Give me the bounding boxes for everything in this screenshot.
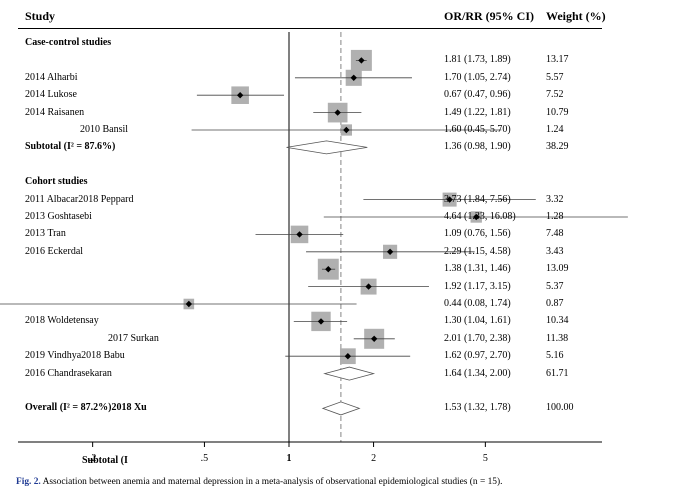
study-label: 2011 Albacar2018 Peppard <box>25 193 134 205</box>
weight-text: 11.38 <box>546 332 569 344</box>
study-label: 2014 Raisanen <box>25 106 85 118</box>
ci-text: 1.53 (1.32, 1.78) <box>444 402 511 414</box>
weight-text: 5.37 <box>546 280 564 292</box>
study-point <box>334 109 341 116</box>
weight-text: 10.79 <box>546 106 569 118</box>
figure-caption: Fig. 2. Association between anemia and m… <box>16 476 502 488</box>
subtotal-diamond <box>286 140 368 155</box>
study-label: 2014 Lukose <box>25 89 77 101</box>
x-tick-label: 2 <box>371 453 377 464</box>
study-label: 2013 Goshtasebi <box>25 211 92 222</box>
study-label: 2016 Chandrasekaran <box>25 367 112 379</box>
caption-text: Association between anemia and maternal … <box>40 477 503 487</box>
weight-text: 61.71 <box>546 367 569 379</box>
weight-text: 5.57 <box>546 71 564 83</box>
study-point <box>296 231 303 238</box>
ci-text: 4.64 (1.33, 16.08) <box>444 211 516 222</box>
weight-text: 100.00 <box>546 402 574 414</box>
weight-text: 3.32 <box>546 193 564 205</box>
x-tick-label: .5 <box>200 453 209 464</box>
study-point <box>317 318 325 325</box>
ci-text: 1.49 (1.22, 1.81) <box>444 106 511 118</box>
weight-text: 10.34 <box>546 315 569 327</box>
weight-text: 5.16 <box>546 350 564 362</box>
ci-text: 1.30 (1.04, 1.61) <box>444 315 511 327</box>
study-point <box>446 196 453 203</box>
ci-text: 0.67 (0.47, 0.96) <box>444 89 511 101</box>
weight-text: 0.87 <box>546 298 564 309</box>
study-label: 2019 Vindhya2018 Babu <box>25 350 125 362</box>
study-point <box>344 353 352 360</box>
header-study: Study <box>25 9 56 23</box>
study-label: 2013 Tran <box>25 228 66 240</box>
study-label: 2014 Alharbi <box>25 71 78 83</box>
study-label: Subtotal (I² = 87.6%) <box>25 141 116 153</box>
ci-text: 2.01 (1.70, 2.38) <box>444 332 511 344</box>
weight-text: 7.48 <box>546 228 564 240</box>
ci-text: 1.38 (1.31, 1.46) <box>444 263 511 275</box>
ci-text: 1.70 (1.05, 2.74) <box>444 71 511 83</box>
header-weight: Weight (%) <box>546 9 606 23</box>
ci-text: 1.36 (0.98, 1.90) <box>444 141 511 153</box>
study-point <box>236 92 244 99</box>
row-label: Subtotal (I <box>82 454 128 466</box>
weight-text: 1.28 <box>546 211 564 222</box>
study-label: 2010 Bansil <box>80 124 129 135</box>
group-label: Cohort studies <box>25 176 88 188</box>
ci-text: 1.62 (0.97, 2.70) <box>444 350 511 362</box>
weight-text: 13.09 <box>546 263 569 275</box>
x-tick-label: 5 <box>482 453 488 464</box>
weight-text: 1.24 <box>546 124 564 135</box>
ci-text: 1.81 (1.73, 1.89) <box>444 54 511 66</box>
x-tick-label: .2 <box>88 453 97 464</box>
ci-text: 3.73 (1.84, 7.56) <box>444 193 511 205</box>
study-label: 2017 Surkan <box>108 332 159 344</box>
study-point <box>473 213 480 221</box>
ci-text: 1.09 (0.76, 1.56) <box>444 228 511 240</box>
ci-text: 0.44 (0.08, 1.74) <box>444 298 511 309</box>
study-label: Overall (I² = 87.2%)2018 Xu <box>25 402 147 414</box>
header-estimate: OR/RR (95% CI) <box>444 9 534 23</box>
ci-text: 2.29 (1.15, 4.58) <box>444 245 511 257</box>
study-point <box>350 74 357 81</box>
weight-text: 7.52 <box>546 89 564 101</box>
study-label: 2018 Woldetensay <box>25 315 99 327</box>
study-point <box>370 335 378 342</box>
study-point <box>386 248 394 255</box>
study-point <box>365 283 372 290</box>
subtotal-diamond <box>323 366 376 381</box>
study-point <box>358 57 365 64</box>
weight-text: 3.43 <box>546 245 564 257</box>
ci-text: 1.60 (0.45, 5.70) <box>444 124 511 135</box>
study-point <box>325 266 332 273</box>
ci-text: 1.64 (1.34, 2.00) <box>444 367 511 379</box>
study-point <box>343 126 350 134</box>
ci-text: 1.92 (1.17, 3.15) <box>444 280 511 292</box>
caption-lead: Fig. 2. <box>16 477 41 487</box>
overall-diamond <box>321 401 361 416</box>
weight-text: 38.29 <box>546 141 569 153</box>
x-tick-label: 1 <box>286 453 292 464</box>
study-label: 2016 Eckerdal <box>25 245 84 257</box>
study-point <box>185 300 193 308</box>
weight-text: 13.17 <box>546 54 569 66</box>
group-label: Case-control studies <box>25 37 112 48</box>
